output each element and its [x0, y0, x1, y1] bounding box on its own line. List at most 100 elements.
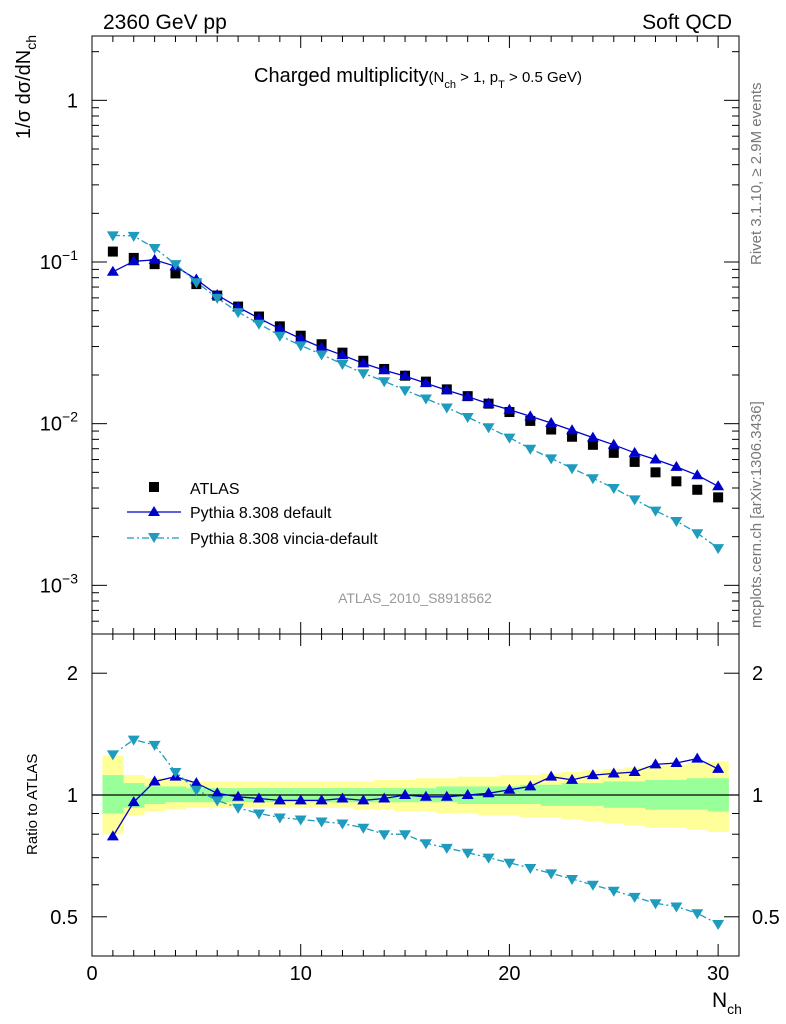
y-tick-label-base: 10 [40, 414, 62, 436]
title-cut-a: (N [429, 69, 445, 86]
rivet-label: Rivet 3.1.10, ≥ 2.9M events [748, 83, 765, 266]
main-pythia-vincia-point [607, 484, 620, 495]
ratio-pythia-vincia-point [440, 843, 453, 854]
title-cut-c: > 1, p [456, 69, 498, 86]
ratio-pythia-default-line [112, 757, 719, 837]
main-pythia-default-point [607, 438, 620, 449]
ratio-pythia-vincia-point [691, 909, 704, 920]
main-pythia-default-point [294, 332, 307, 343]
ratio-pythia-default-point [399, 789, 412, 799]
ratio-pythia-default-point [607, 767, 620, 778]
ratio-pythia-vincia-point [336, 819, 349, 830]
ratio-y-tick-label-right: 2 [752, 663, 763, 685]
main-atlas-point [713, 492, 724, 503]
ratio-pythia-vincia-point [670, 902, 683, 913]
ratio-pythia-vincia-point [566, 874, 579, 885]
uncertainty-band-bin [102, 775, 124, 814]
ratio-pythia-default-point [670, 756, 683, 767]
main-title: Charged multiplicity(Nch > 1, pT > 0.5 G… [254, 65, 582, 91]
y-tick-label: 1 [67, 90, 78, 112]
main-atlas-point [650, 467, 661, 478]
main-atlas-point [525, 415, 536, 426]
mcplots-label: mcplots.cern.ch [arXiv:1306.3436] [748, 401, 765, 628]
main-atlas-point [107, 246, 118, 257]
legend-label-vincia: Pythia 8.308 vincia-default [190, 531, 378, 548]
ratio-pythia-default-point [628, 765, 641, 776]
main-pythia-vincia-point [273, 331, 286, 342]
y-tick-label: 10−3 [40, 570, 78, 597]
ratio-pythia-default-point [482, 787, 495, 798]
main-pythia-default-point [106, 265, 119, 276]
ratio-pythia-vincia-point [419, 839, 432, 850]
main-axes: 10−310−210−11 [40, 36, 740, 635]
ratio-pythia-vincia-point [315, 817, 328, 828]
main-pythia-default-point [691, 469, 704, 480]
main-y-label-sub: ch [23, 35, 39, 50]
main-pythia-vincia-point [294, 341, 307, 352]
main-pythia-vincia-point [252, 319, 265, 330]
ratio-pythia-vincia-line [112, 738, 719, 925]
ratio-pythia-default-point [378, 792, 391, 803]
main-pythia-vincia-point [586, 474, 599, 485]
legend-marker-atlas [149, 482, 159, 492]
y-tick-label-exponent: −3 [62, 570, 78, 586]
main-atlas-point [671, 476, 682, 487]
ratio-panel: 0 10 20 30 0.5 0.5 1 1 2 2 Ratio to ATLAS [24, 633, 780, 985]
main-pythia-vincia-point [211, 293, 224, 304]
ratio-pythia-default-point [419, 790, 432, 801]
ratio-pythia-default-point [566, 773, 579, 784]
main-pythia-vincia-point [503, 433, 516, 444]
main-pythia-default-point [127, 255, 140, 266]
main-pythia-vincia-point [566, 464, 579, 475]
title-cut-e: > 0.5 GeV) [505, 69, 582, 86]
ratio-pythia-vincia-point [399, 830, 412, 841]
legend: ATLAS Pythia 8.308 default Pythia 8.308 … [127, 481, 378, 548]
ratio-pythia-default-point [649, 758, 662, 769]
main-pythia-default-point [273, 322, 286, 333]
main-pythia-default-point [586, 431, 599, 442]
main-pythia-default-point [378, 364, 391, 375]
ratio-pythia-default-point [232, 790, 245, 801]
y-tick-label-exponent: −1 [62, 247, 78, 263]
main-pythia-default-point [336, 349, 349, 360]
ratio-pythia-vincia-point [649, 899, 662, 910]
main-pythia-default-point [440, 384, 453, 395]
main-pythia-default-point [712, 480, 725, 491]
ratio-pythia-default-point [190, 777, 203, 788]
main-pythia-vincia-point [148, 244, 161, 255]
title-cut-d: T [498, 79, 505, 91]
ratio-pythia-default-point [294, 794, 307, 805]
x-tick-label: 10 [290, 963, 312, 985]
main-pythia-vincia-point [127, 231, 140, 242]
ratio-pythia-vincia-point [378, 830, 391, 841]
main-pythia-vincia-point [336, 359, 349, 370]
main-pythia-vincia-point [524, 444, 537, 455]
ratio-pythia-vincia-point [252, 809, 265, 820]
main-pythia-vincia-point [691, 529, 704, 540]
main-pythia-vincia-point [440, 403, 453, 414]
main-pythia-default-point [461, 390, 474, 401]
energy-label: 2360 GeV pp [103, 11, 227, 34]
main-plot-area [106, 231, 725, 555]
ratio-pythia-vincia-point [607, 886, 620, 897]
main-atlas-point [692, 484, 703, 495]
ratio-pythia-default-point [691, 752, 704, 763]
main-pythia-vincia-point [315, 350, 328, 361]
main-pythia-vincia-point [482, 423, 495, 434]
main-pythia-vincia-point [712, 544, 725, 555]
ratio-pythia-vincia-point [127, 735, 140, 746]
x-tick-label: 30 [707, 963, 729, 985]
title-text: Charged multiplicity [254, 65, 429, 87]
ratio-pythia-vincia-point [357, 823, 370, 834]
ratio-pythia-vincia-point [169, 767, 182, 778]
ratio-pythia-vincia-point [503, 858, 516, 869]
ratio-pythia-vincia-point [232, 803, 245, 814]
main-atlas-point [170, 268, 181, 279]
main-pythia-vincia-point [357, 369, 370, 380]
main-pythia-vincia-point [190, 278, 203, 289]
uncertainty-band-bin [686, 778, 708, 810]
ratio-pythia-default-point [336, 792, 349, 803]
ratio-pythia-vincia-point [211, 796, 224, 807]
ratio-pythia-vincia-point [482, 853, 495, 864]
